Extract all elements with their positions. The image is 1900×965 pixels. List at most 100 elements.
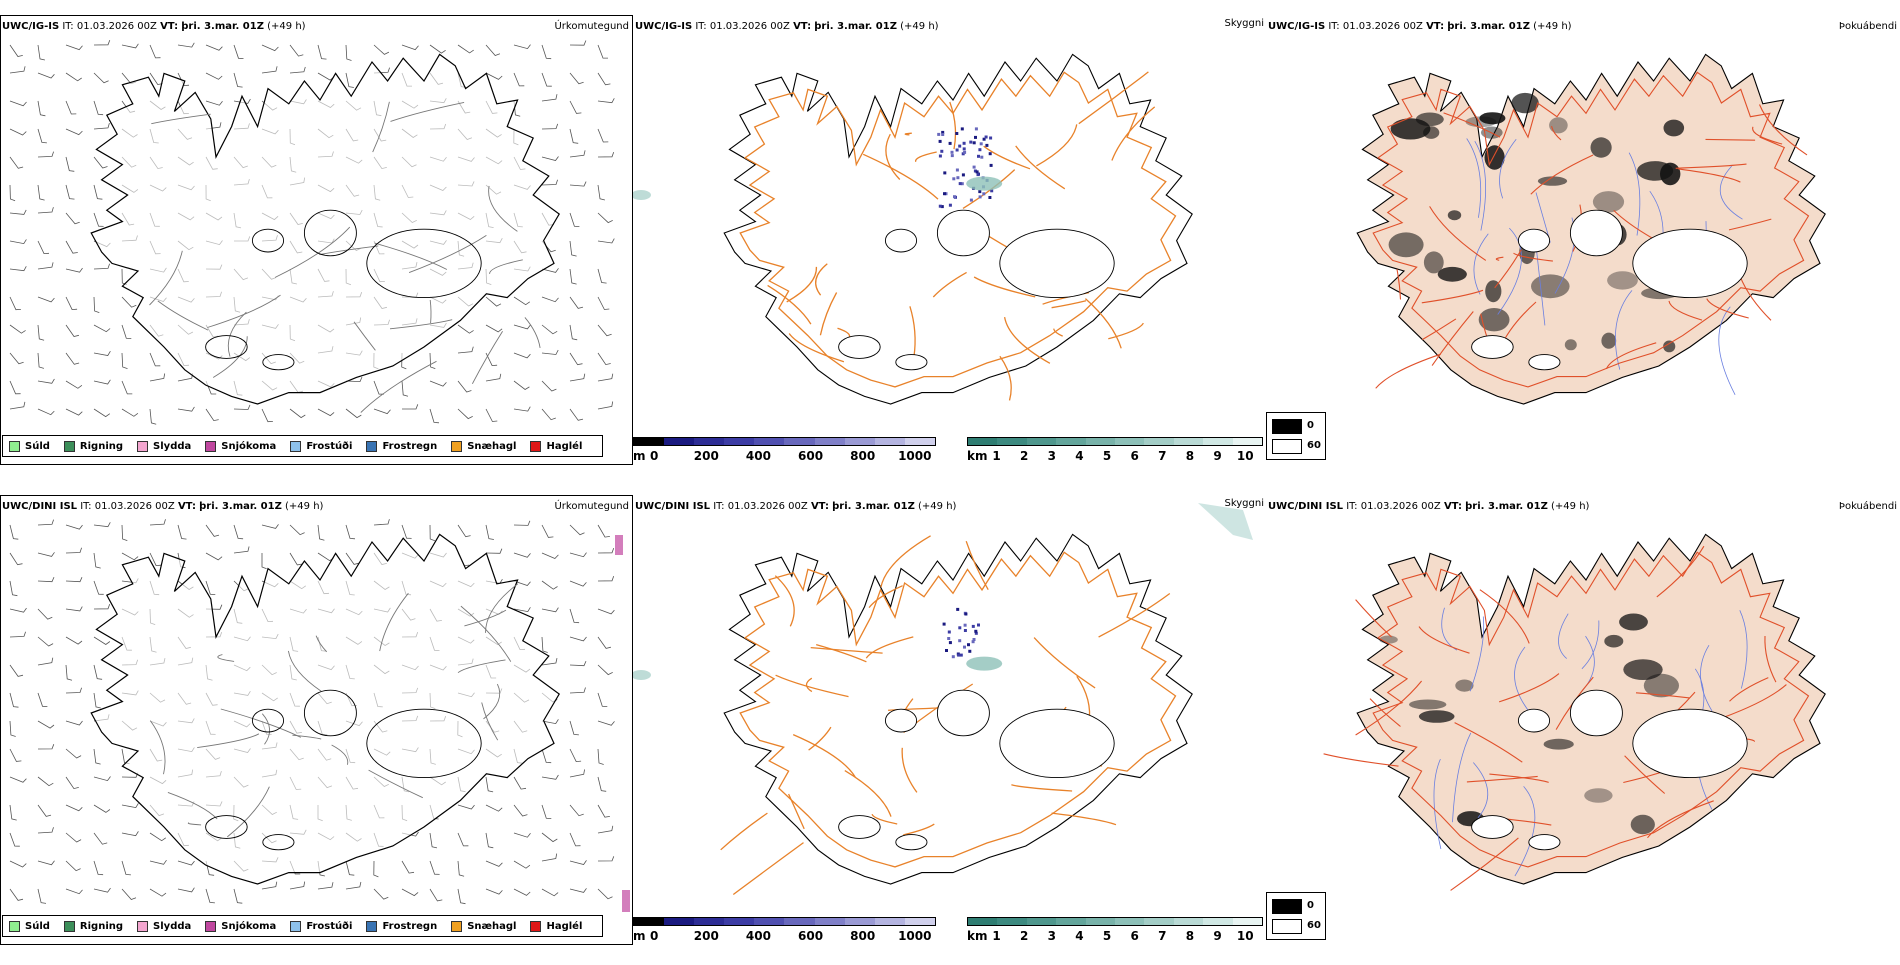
wind-barb [401,860,415,874]
wind-barb [93,408,111,418]
road [868,585,903,609]
fog-blob [1531,274,1570,299]
panel-title: Skyggni [1224,18,1264,29]
road [999,355,1012,401]
wind-barb [485,548,503,554]
ceiling-cell [973,169,977,173]
legend-swatch [530,440,542,452]
colorbar-tick: 600 [798,449,824,463]
fog-blob [1604,634,1624,648]
precip-legend: Súld Rigning Slydda Snjókoma Frostúði Frostre… [2,435,604,457]
wind-barb [569,100,582,114]
fog-label-top: 0 [1307,420,1314,431]
colorbar-tick: 2 [1020,929,1029,943]
ceiling-cell [963,629,967,632]
wind-barb [37,776,54,787]
colorbar-cell [634,918,665,925]
precip-type-panel-1: UWC/IG-IS IT: 01.03.2026 00Z VT: þri. 3.… [0,15,633,485]
road [1647,800,1714,839]
road [965,540,989,591]
wind-barb [345,44,352,61]
river [1469,616,1485,692]
wind-barb [149,519,166,526]
ceiling-cell [937,132,941,136]
wind-barb [65,408,83,416]
wind-barb [9,352,24,365]
wind-barb [121,296,137,308]
road [914,151,937,163]
colorbar-tick: 1000 [898,449,932,463]
wind-barb [569,240,577,257]
road [149,250,183,306]
wind-barb [569,804,584,817]
wind-barb [541,94,558,102]
legend-item: Frostúði [290,920,352,932]
ceiling-cell [958,626,962,630]
wind-barb [597,238,615,244]
wind-barb [513,580,531,586]
colorbar-tick: 10 [1236,929,1254,943]
road [368,769,423,799]
legend-label: Frostúði [306,440,353,452]
wind-barb [93,887,111,893]
road [481,702,499,741]
legend-swatch [290,920,302,932]
road-network [149,583,519,838]
wind-barb [457,804,475,810]
road [810,646,883,654]
fog-label-bottom: 60 [1307,920,1321,931]
ceiling-cell [959,653,963,657]
legend-swatch [63,920,75,932]
colorbar-cells [633,917,936,926]
wind-barb [9,156,24,169]
wind-barb [65,547,82,554]
wind-barb [93,296,100,313]
panel-title: Þokuábendi [1838,501,1897,512]
glacier-outline [251,708,285,733]
wind-barb [513,72,525,87]
colorbar-cell [874,438,905,445]
wind-barb [177,72,190,87]
colorbar-cell [844,918,875,925]
wind-barb [37,804,52,817]
river [1739,610,1748,689]
road [1369,698,1401,727]
fog-swatch-bottom [1272,919,1302,934]
snow-area [622,890,630,912]
ceiling-cell [958,144,962,148]
colorbar-unit: m [633,449,646,463]
wind-barb [149,44,161,59]
ceiling-cell [989,163,993,167]
colorbar-tick: 600 [798,929,824,943]
road [457,659,506,674]
wind-barb [93,860,104,876]
wind-barb [569,608,580,624]
ceiling-cell [957,653,961,657]
wind-barb [513,776,527,790]
colorbar-cell [904,438,935,445]
road [472,330,503,385]
wind-barb [485,373,502,382]
wind-barb [402,404,419,410]
wind-barb [93,263,110,270]
colorbar-cell [814,438,845,445]
road [788,333,845,363]
road [816,643,867,663]
colorbar-cell [844,438,875,445]
legend-item: Slydda [137,440,191,452]
wind-barb [597,856,615,862]
road [151,113,211,125]
legend-item: Haglél [530,920,582,932]
colorbar-tick: 1 [992,929,1001,943]
wind-barb [569,769,585,778]
road [1551,125,1562,141]
road [1053,328,1063,337]
wind-barb [513,552,531,558]
wind-barb [65,860,81,872]
wind-barb [569,832,581,847]
wind-barb [345,72,354,88]
legend-label: Frostregn [382,440,438,452]
wind-barb [597,575,615,582]
wind-barb [65,380,83,389]
wind-barb [177,42,195,48]
